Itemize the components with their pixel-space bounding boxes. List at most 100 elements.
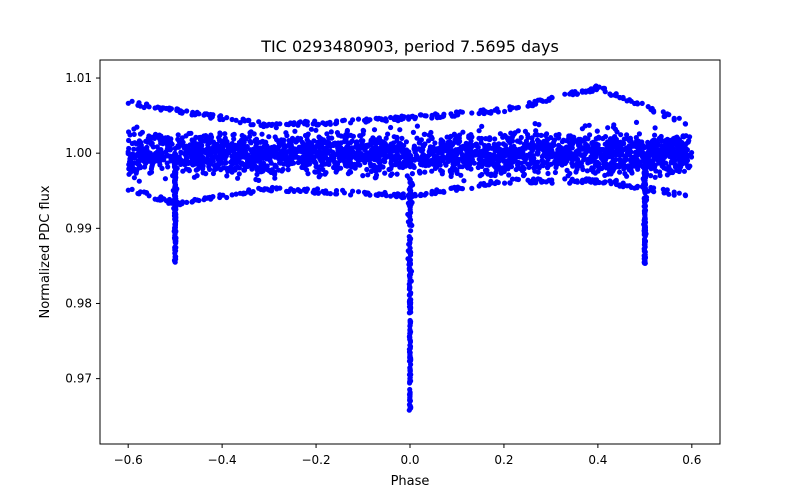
- data-point: [254, 171, 260, 177]
- data-point: [366, 151, 372, 157]
- data-point: [422, 141, 428, 147]
- data-point: [137, 189, 143, 195]
- data-point: [195, 166, 201, 172]
- data-point: [682, 121, 688, 127]
- data-point: [172, 156, 178, 163]
- data-point: [302, 132, 309, 139]
- data-point: [224, 115, 230, 121]
- data-point: [288, 139, 294, 145]
- data-point: [160, 141, 166, 147]
- data-point: [513, 105, 520, 111]
- data-point: [596, 84, 602, 90]
- data-point: [355, 116, 362, 122]
- data-point: [261, 121, 267, 127]
- data-point: [301, 147, 307, 153]
- data-point: [606, 154, 612, 160]
- data-point: [518, 134, 524, 141]
- data-point: [406, 186, 412, 192]
- data-point: [301, 142, 307, 148]
- data-point: [311, 154, 317, 161]
- data-point: [251, 162, 258, 168]
- data-point: [233, 191, 239, 197]
- data-point: [525, 177, 531, 183]
- data-point: [193, 134, 199, 140]
- data-point: [410, 129, 416, 135]
- data-point: [455, 112, 461, 118]
- data-point: [444, 134, 450, 140]
- data-point: [541, 151, 547, 157]
- data-point: [153, 150, 159, 156]
- data-point: [552, 169, 559, 176]
- data-point: [129, 140, 135, 147]
- data-point: [407, 350, 413, 356]
- data-point: [624, 98, 630, 104]
- data-point: [172, 185, 178, 191]
- data-point: [146, 156, 152, 162]
- data-point: [684, 155, 690, 161]
- data-point: [253, 176, 259, 183]
- data-point: [495, 179, 501, 186]
- data-point: [261, 187, 267, 193]
- data-point: [407, 375, 413, 381]
- data-point: [315, 190, 321, 196]
- data-point: [556, 131, 562, 138]
- data-point: [196, 197, 202, 204]
- data-point: [172, 145, 178, 152]
- data-point: [320, 120, 326, 126]
- data-point: [152, 105, 158, 111]
- data-point: [559, 139, 566, 145]
- data-point: [324, 120, 330, 126]
- data-point: [534, 159, 541, 165]
- data-point: [579, 126, 586, 132]
- data-point: [231, 136, 237, 142]
- data-point: [593, 136, 599, 142]
- data-point: [399, 163, 405, 169]
- data-point: [179, 201, 185, 207]
- data-point: [224, 149, 230, 155]
- data-point: [353, 155, 359, 161]
- data-point: [546, 97, 552, 103]
- data-point: [125, 100, 131, 106]
- data-point: [663, 166, 669, 172]
- data-point: [246, 157, 252, 163]
- data-point: [642, 198, 648, 204]
- data-point: [280, 156, 286, 162]
- data-point: [407, 285, 413, 291]
- data-point: [564, 145, 570, 151]
- y-tick-label: 0.97: [65, 372, 92, 386]
- data-point: [272, 175, 278, 181]
- data-point: [655, 141, 661, 147]
- data-point: [507, 180, 513, 186]
- data-point: [437, 162, 443, 168]
- data-point: [407, 279, 413, 285]
- data-point: [669, 143, 675, 149]
- data-point: [296, 188, 302, 194]
- data-point: [584, 168, 591, 174]
- data-point: [642, 170, 648, 177]
- data-point: [407, 179, 413, 186]
- data-point: [361, 189, 368, 195]
- data-point: [296, 148, 302, 154]
- data-point: [168, 136, 174, 142]
- data-point: [422, 169, 428, 175]
- data-point: [269, 184, 275, 191]
- data-point: [408, 361, 414, 368]
- data-point: [551, 137, 558, 143]
- data-point: [648, 184, 654, 191]
- data-point: [553, 158, 559, 164]
- data-point: [624, 173, 630, 179]
- data-point: [125, 149, 131, 155]
- data-point: [577, 136, 583, 142]
- data-point: [536, 122, 542, 128]
- x-tick-label: −0.4: [208, 453, 237, 467]
- data-point: [574, 178, 580, 184]
- data-point: [248, 140, 254, 146]
- data-point: [460, 129, 466, 135]
- data-point: [388, 193, 394, 199]
- data-point: [642, 212, 648, 218]
- data-point: [348, 120, 354, 126]
- data-point: [545, 170, 551, 177]
- data-point: [546, 178, 552, 184]
- data-point: [164, 141, 170, 147]
- data-point: [666, 153, 673, 159]
